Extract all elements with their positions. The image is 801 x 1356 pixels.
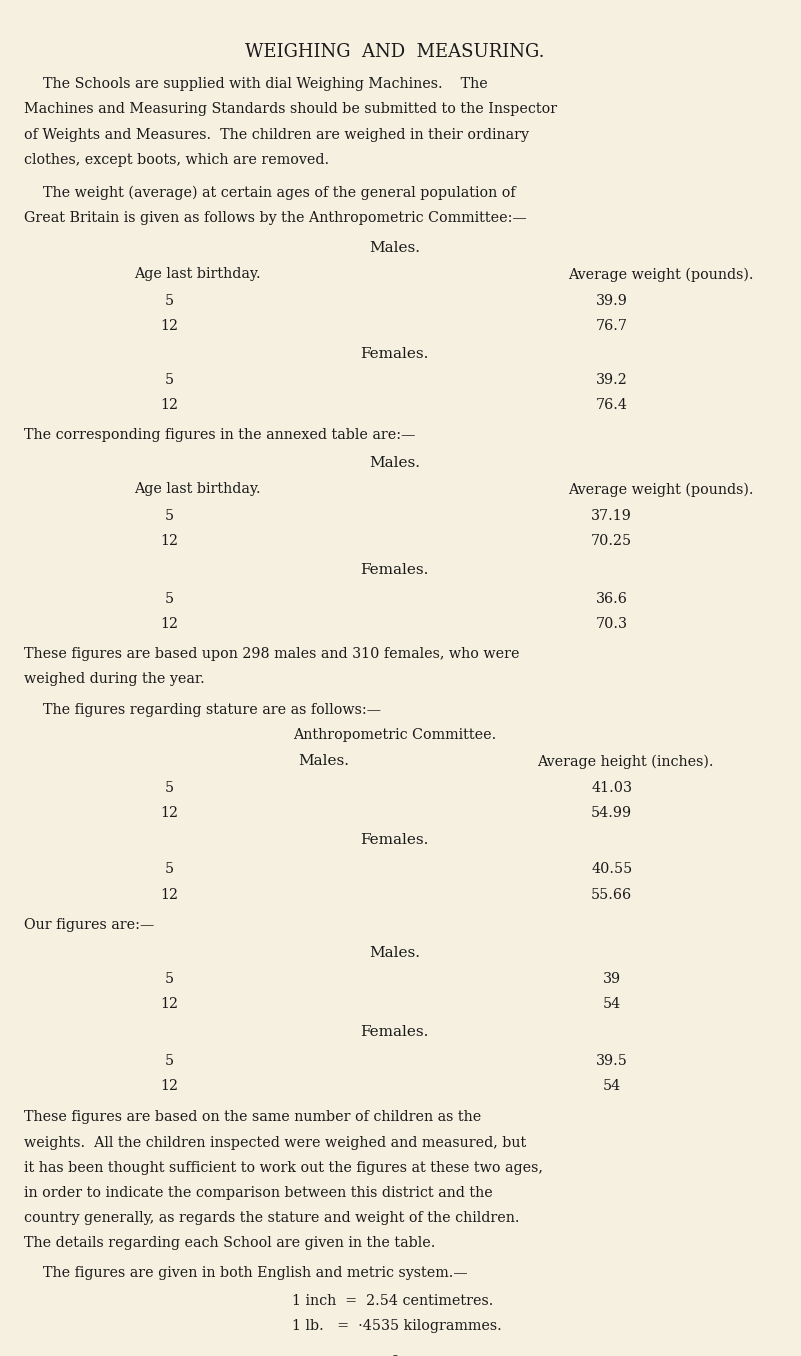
Text: Males.: Males. bbox=[298, 754, 349, 769]
Text: weighed during the year.: weighed during the year. bbox=[24, 673, 204, 686]
Text: 70.3: 70.3 bbox=[596, 617, 628, 631]
Text: These figures are based upon 298 males and 310 females, who were: These figures are based upon 298 males a… bbox=[24, 647, 519, 662]
Text: 5: 5 bbox=[165, 862, 175, 876]
Text: 12: 12 bbox=[161, 399, 179, 412]
Text: The weight (average) at certain ages of the general population of: The weight (average) at certain ages of … bbox=[43, 186, 516, 199]
Text: Females.: Females. bbox=[360, 347, 429, 361]
Text: clothes, except boots, which are removed.: clothes, except boots, which are removed… bbox=[24, 153, 328, 167]
Text: Anthropometric Committee.: Anthropometric Committee. bbox=[293, 728, 497, 742]
Text: 12: 12 bbox=[161, 319, 179, 332]
Text: 1 lb.   =  ·4535 kilogrammes.: 1 lb. = ·4535 kilogrammes. bbox=[292, 1319, 501, 1333]
Text: 12: 12 bbox=[161, 805, 179, 820]
Text: Females.: Females. bbox=[360, 834, 429, 848]
Text: 5: 5 bbox=[165, 781, 175, 795]
Text: 41.03: 41.03 bbox=[591, 781, 632, 795]
Text: it has been thought sufficient to work out the figures at these two ages,: it has been thought sufficient to work o… bbox=[24, 1161, 542, 1174]
Text: Females.: Females. bbox=[360, 1025, 429, 1039]
Text: 39.5: 39.5 bbox=[596, 1054, 628, 1067]
Text: 54: 54 bbox=[602, 1079, 621, 1093]
Text: WEIGHING  AND  MEASURING.: WEIGHING AND MEASURING. bbox=[245, 42, 545, 61]
Text: Great Britain is given as follows by the Anthropometric Committee:—: Great Britain is given as follows by the… bbox=[24, 210, 526, 225]
Text: 12: 12 bbox=[161, 1079, 179, 1093]
Text: Age last birthday.: Age last birthday. bbox=[135, 267, 261, 281]
Text: country generally, as regards the stature and weight of the children.: country generally, as regards the statur… bbox=[24, 1211, 519, 1224]
Text: The details regarding each School are given in the table.: The details regarding each School are gi… bbox=[24, 1237, 435, 1250]
Text: 5: 5 bbox=[165, 294, 175, 308]
Text: 1 inch  =  2.54 centimetres.: 1 inch = 2.54 centimetres. bbox=[292, 1294, 493, 1309]
Text: Machines and Measuring Standards should be submitted to the Inspector: Machines and Measuring Standards should … bbox=[24, 103, 557, 117]
Text: 76.4: 76.4 bbox=[596, 399, 628, 412]
Text: weights.  All the children inspected were weighed and measured, but: weights. All the children inspected were… bbox=[24, 1135, 526, 1150]
Text: 5: 5 bbox=[165, 508, 175, 523]
Text: Our figures are:—: Our figures are:— bbox=[24, 918, 154, 932]
Text: Males.: Males. bbox=[369, 241, 421, 255]
Text: 54.99: 54.99 bbox=[591, 805, 632, 820]
Text: Age last birthday.: Age last birthday. bbox=[135, 483, 261, 496]
Text: 37.19: 37.19 bbox=[591, 508, 632, 523]
Text: 5: 5 bbox=[165, 1054, 175, 1067]
Text: 76.7: 76.7 bbox=[596, 319, 628, 332]
Text: 12: 12 bbox=[161, 617, 179, 631]
Text: 55.66: 55.66 bbox=[591, 888, 632, 902]
Text: 39: 39 bbox=[602, 972, 621, 986]
Text: Males.: Males. bbox=[369, 456, 421, 471]
Text: 5: 5 bbox=[165, 373, 175, 386]
Text: 54: 54 bbox=[602, 997, 621, 1012]
Text: The figures are given in both English and metric system.—: The figures are given in both English an… bbox=[43, 1267, 468, 1280]
Text: 36.6: 36.6 bbox=[596, 593, 628, 606]
Text: 39.2: 39.2 bbox=[596, 373, 628, 386]
Text: Males.: Males. bbox=[369, 945, 421, 960]
Text: of Weights and Measures.  The children are weighed in their ordinary: of Weights and Measures. The children ar… bbox=[24, 127, 529, 141]
Text: 40.55: 40.55 bbox=[591, 862, 632, 876]
Text: Average height (inches).: Average height (inches). bbox=[537, 754, 713, 769]
Text: The figures regarding stature are as follows:—: The figures regarding stature are as fol… bbox=[43, 702, 381, 717]
Text: 70.25: 70.25 bbox=[591, 534, 632, 548]
Text: 12: 12 bbox=[161, 534, 179, 548]
Text: 5: 5 bbox=[165, 972, 175, 986]
Text: 12: 12 bbox=[161, 997, 179, 1012]
Text: The Schools are supplied with dial Weighing Machines.    The: The Schools are supplied with dial Weigh… bbox=[43, 77, 488, 91]
Text: in order to indicate the comparison between this district and the: in order to indicate the comparison betw… bbox=[24, 1185, 493, 1200]
Text: 5: 5 bbox=[165, 593, 175, 606]
Text: 9: 9 bbox=[390, 1355, 399, 1356]
Text: These figures are based on the same number of children as the: These figures are based on the same numb… bbox=[24, 1111, 481, 1124]
Text: 12: 12 bbox=[161, 888, 179, 902]
Text: Average weight (pounds).: Average weight (pounds). bbox=[568, 267, 754, 282]
Text: Females.: Females. bbox=[360, 563, 429, 576]
Text: The corresponding figures in the annexed table are:—: The corresponding figures in the annexed… bbox=[24, 428, 415, 442]
Text: 39.9: 39.9 bbox=[596, 294, 628, 308]
Text: Average weight (pounds).: Average weight (pounds). bbox=[568, 483, 754, 496]
